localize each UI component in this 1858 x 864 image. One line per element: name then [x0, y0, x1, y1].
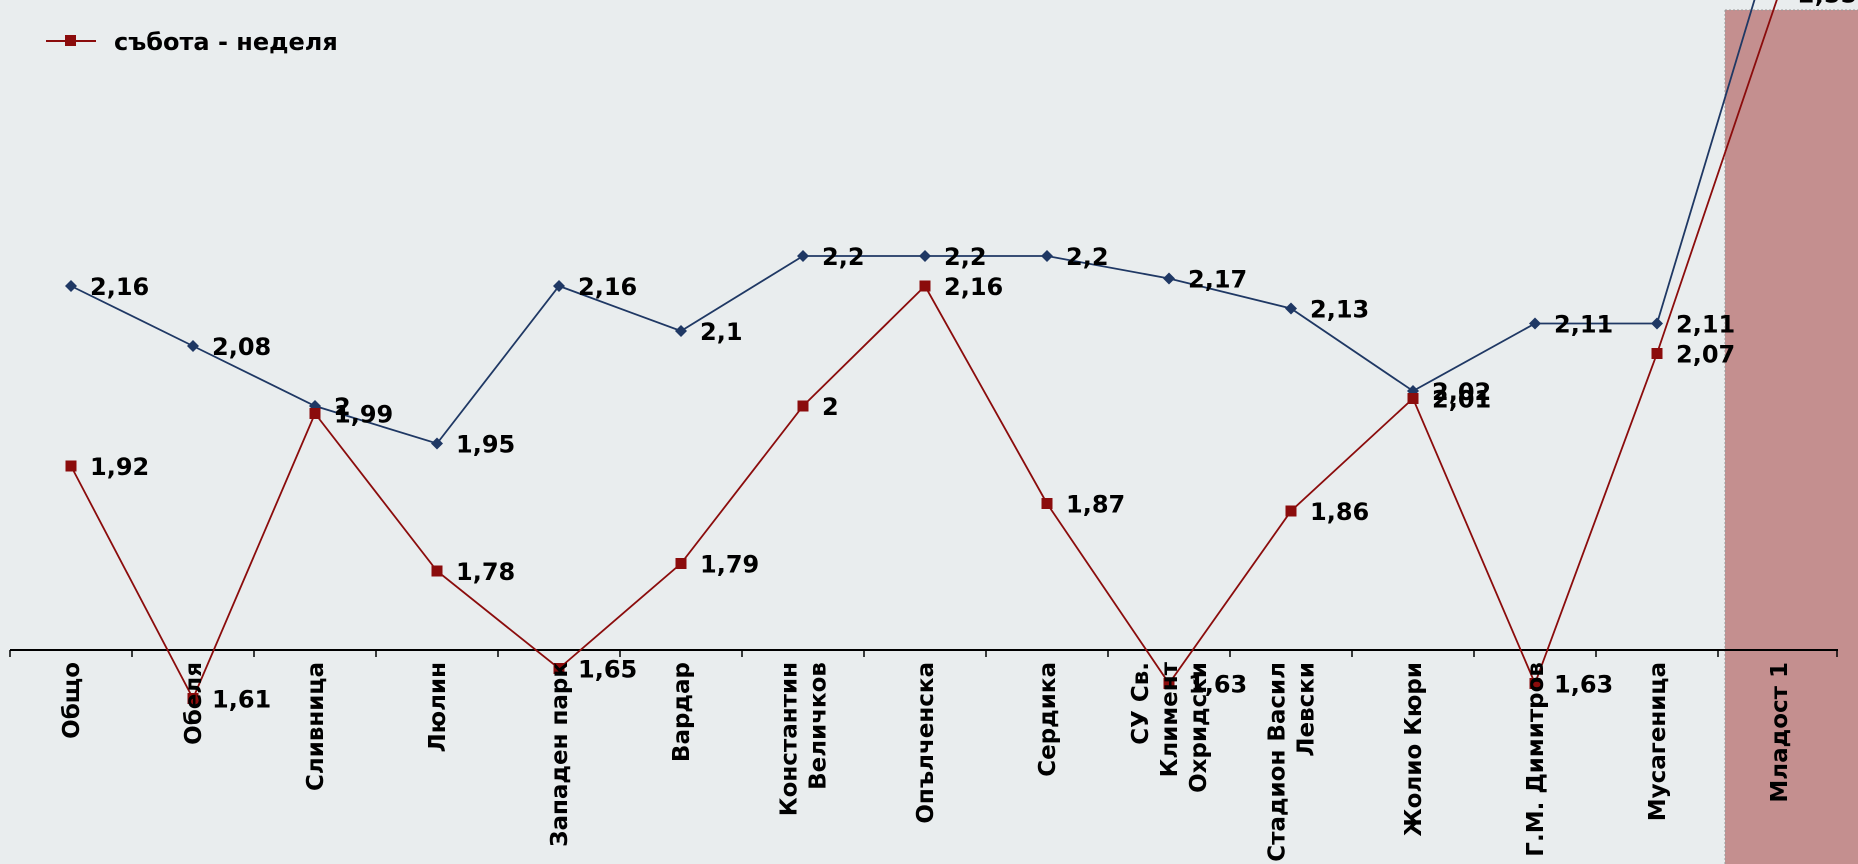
point-marker [65, 280, 77, 292]
data-label: 2,55 [1798, 0, 1857, 9]
data-label: 1,63 [1188, 671, 1247, 699]
category-label: Константин [777, 662, 803, 816]
data-label: 2,08 [212, 333, 271, 361]
legend: събота - неделя [46, 28, 338, 56]
category-label: Климент [1157, 661, 1183, 777]
data-label: 1,86 [1310, 498, 1369, 526]
data-label: 2,02 [1432, 378, 1491, 406]
point-marker [797, 250, 809, 262]
data-label: 2,16 [944, 273, 1003, 301]
data-label: 2,16 [90, 273, 149, 301]
category-label: Жолио Кюри [1401, 662, 1427, 836]
point-marker [919, 280, 931, 292]
category-label: Мусагеница [1645, 662, 1671, 821]
data-label: 1,65 [578, 656, 637, 684]
data-label: 2,01 [1432, 386, 1491, 414]
category-label: Левски [1294, 662, 1320, 757]
category-label: Обеля [181, 662, 207, 745]
series-lines [65, 0, 1778, 704]
data-label: 2,2 [1066, 243, 1109, 271]
category-label: СУ Св. [1128, 662, 1154, 745]
category-label: Западен парк [547, 662, 573, 847]
point-marker [919, 250, 931, 262]
data-label: 1,61 [212, 686, 271, 714]
point-marker [1407, 393, 1419, 404]
point-marker [1651, 348, 1663, 359]
data-label: 2,07 [1676, 341, 1735, 369]
data-label: 1,95 [456, 431, 515, 459]
data-label: 2 [334, 393, 351, 421]
point-marker [1529, 678, 1541, 689]
series-line-1 [70, 0, 1756, 445]
data-label: 2,2 [822, 243, 865, 271]
point-marker [553, 663, 565, 674]
point-marker [797, 400, 809, 412]
data-label: 1,79 [700, 551, 759, 579]
point-marker [553, 280, 565, 292]
category-label: Опълченска [913, 662, 939, 824]
data-label: 2,17 [1188, 266, 1247, 294]
category-label: Сердика [1035, 662, 1061, 777]
point-marker [65, 460, 77, 472]
data-label: 2,1 [700, 318, 743, 346]
highlight-layer [1724, 9, 1858, 864]
point-marker [1163, 678, 1175, 689]
category-labels: Общо Обеля Сливница Люлин Западен парк Вардар… [59, 661, 1793, 861]
category-label: Общо [59, 662, 85, 739]
point-marker [431, 437, 443, 450]
series-line-2 [70, 0, 1778, 701]
category-label: Охридски [1186, 662, 1212, 793]
legend-label: събота - неделя [114, 28, 338, 56]
data-label: 2,11 [1676, 311, 1735, 339]
data-label: 1,99 [334, 401, 393, 429]
data-label: 2,11 [1554, 311, 1613, 339]
highlight-band [1725, 10, 1858, 864]
category-label: Сливница [303, 662, 329, 791]
point-marker [1163, 272, 1175, 285]
point-marker [187, 693, 199, 704]
category-label: Г.М. Димитров [1523, 662, 1549, 857]
point-marker [309, 408, 321, 419]
x-axis [9, 649, 1838, 657]
data-label: 1,87 [1066, 491, 1125, 519]
category-label: Стадион Васил [1265, 662, 1291, 862]
point-marker [187, 340, 199, 352]
data-label: 1,63 [1554, 671, 1613, 699]
point-marker [1529, 317, 1541, 330]
data-label: 2 [822, 393, 839, 421]
category-label: Величков [806, 662, 832, 790]
data-label: 2,2 [944, 243, 987, 271]
point-marker [1041, 250, 1053, 262]
point-marker [1041, 498, 1053, 509]
point-marker [1285, 505, 1297, 517]
data-label: 1,92 [90, 453, 149, 481]
point-marker [675, 325, 687, 337]
point-marker [1651, 317, 1663, 330]
data-label: 1,78 [456, 558, 515, 586]
data-label: 2,16 [578, 273, 637, 301]
legend-marker [65, 35, 76, 46]
point-marker [1285, 302, 1297, 315]
point-marker [431, 565, 443, 577]
data-label: 2,13 [1310, 296, 1369, 324]
category-label: Вардар [669, 662, 695, 762]
point-marker [675, 558, 687, 569]
data-labels: 2,16 2,08 2 1,95 2,16 2,1 2,2 2,2 2,2 2,17 2,13 2,0… [90, 0, 1857, 714]
category-label: Младост 1 [1767, 662, 1793, 803]
category-label: Люлин [425, 662, 451, 752]
